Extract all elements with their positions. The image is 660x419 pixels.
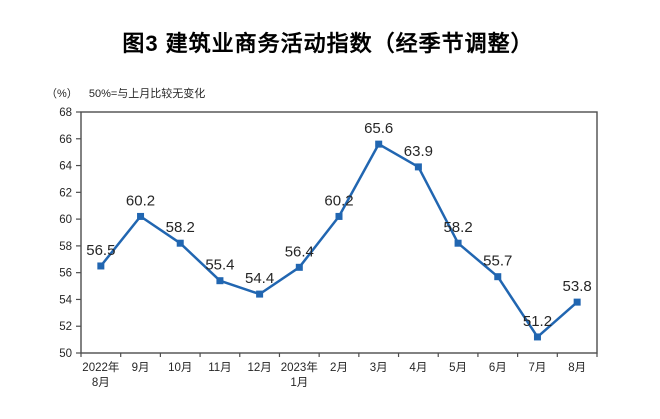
data-point-label: 55.4 <box>205 257 234 274</box>
x-axis-label: 6月 <box>489 362 507 374</box>
data-point-marker <box>137 212 145 220</box>
x-axis-label: 12月 <box>247 362 271 374</box>
data-point-label: 60.2 <box>126 192 155 209</box>
data-point-label: 55.7 <box>483 253 512 270</box>
data-point-marker <box>216 277 224 285</box>
y-axis-tick-label: 58 <box>59 241 72 253</box>
y-axis-tick-label: 54 <box>59 294 72 306</box>
x-axis-label: 3月 <box>370 362 388 374</box>
y-axis-tick-label: 52 <box>59 321 72 333</box>
data-point-marker <box>295 263 303 271</box>
data-point-label: 56.5 <box>86 242 115 259</box>
x-axis-label: 2月 <box>330 362 348 374</box>
x-axis-label: 4月 <box>409 362 427 374</box>
y-axis-tick-label: 56 <box>59 268 72 280</box>
data-point-marker <box>176 239 184 247</box>
data-point-marker <box>414 163 422 171</box>
x-axis-label: 5月 <box>449 362 467 374</box>
data-point-label: 51.2 <box>523 313 552 330</box>
data-point-label: 54.4 <box>245 270 274 287</box>
data-point-marker <box>454 239 462 247</box>
y-axis-tick-label: 68 <box>59 107 72 119</box>
x-axis-label: 2023年 1月 <box>281 360 318 389</box>
y-axis-tick-label: 60 <box>59 214 72 226</box>
y-axis-tick-label: 66 <box>59 134 72 146</box>
data-point-marker <box>573 298 581 306</box>
data-point-marker <box>375 140 383 148</box>
x-axis-label: 10月 <box>168 362 192 374</box>
data-point-marker <box>533 333 541 341</box>
data-point-marker <box>494 273 502 281</box>
y-axis-tick-label: 62 <box>59 187 72 199</box>
data-point-marker <box>256 290 264 298</box>
series-line <box>99 142 579 339</box>
y-axis-tick-label: 50 <box>59 348 72 360</box>
data-point-label: 58.2 <box>166 219 195 236</box>
x-axis-label: 9月 <box>132 362 150 374</box>
x-axis-label: 8月 <box>568 362 586 374</box>
data-point-label: 58.2 <box>443 219 472 236</box>
data-point-label: 63.9 <box>404 143 433 160</box>
data-point-label: 65.6 <box>364 120 393 137</box>
data-point-label: 56.4 <box>285 243 314 260</box>
x-axis-label: 2022年 8月 <box>82 360 119 389</box>
data-point-marker <box>97 262 105 270</box>
data-point-marker <box>335 212 343 220</box>
y-axis-unit-note: （%） 50%=与上月比较无变化 <box>46 85 205 101</box>
y-axis-tick-label: 64 <box>59 161 72 173</box>
data-point-label: 53.8 <box>563 278 592 295</box>
chart-title: 图3 建筑业商务活动指数（经季节调整） <box>122 31 534 56</box>
x-axis-label: 7月 <box>529 362 547 374</box>
x-axis-label: 11月 <box>208 362 231 374</box>
data-point-label: 60.2 <box>324 192 353 209</box>
baseline-meaning-note: 50%=与上月比较无变化 <box>88 88 206 100</box>
percent-unit-label: （%） <box>46 88 78 100</box>
plot-frame <box>80 111 598 354</box>
